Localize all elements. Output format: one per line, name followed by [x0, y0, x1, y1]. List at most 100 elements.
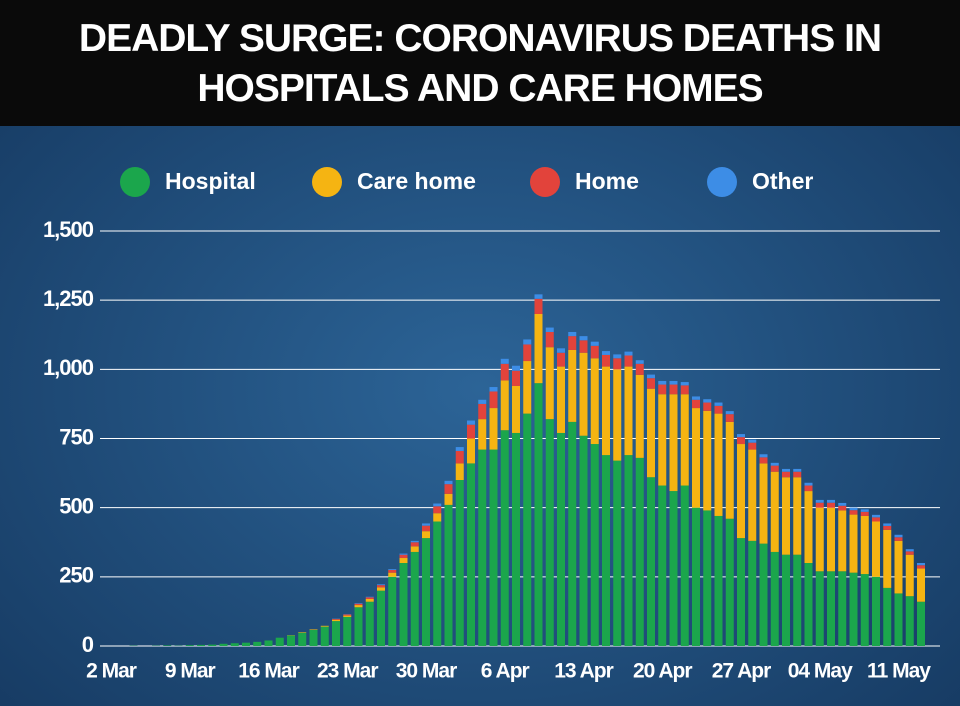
bar-segment — [365, 601, 374, 646]
bar-segment — [602, 366, 610, 456]
bar-segment — [489, 387, 498, 392]
bar-segment — [377, 584, 385, 586]
bar-segment — [275, 637, 284, 646]
bar-segment — [500, 430, 509, 646]
bar-segment — [455, 463, 464, 480]
bar-segment — [905, 551, 914, 555]
bar-segment — [838, 502, 847, 506]
bar-segment — [804, 491, 813, 563]
bar-segment — [545, 331, 554, 348]
bar-segment — [377, 590, 385, 646]
bar-segment — [388, 576, 397, 646]
bar-segment — [849, 514, 858, 573]
bar-segment — [410, 551, 419, 646]
bar-segment — [388, 569, 397, 570]
bar-segment — [298, 632, 307, 633]
legend-swatch — [312, 167, 342, 197]
bar-segment — [725, 411, 734, 415]
bar-segment — [827, 502, 835, 508]
bar-segment — [860, 574, 869, 646]
bar-segment — [455, 450, 464, 464]
bar-segment — [894, 593, 903, 646]
bar-segment — [298, 632, 307, 646]
bar-segment — [467, 438, 475, 464]
bar-segment — [343, 616, 352, 646]
bar-segment — [433, 503, 442, 507]
bar-segment — [433, 506, 442, 514]
bar-segment — [557, 366, 565, 433]
bar-segment — [860, 509, 869, 512]
bar-segment — [197, 644, 205, 646]
bar-segment — [523, 344, 532, 362]
bar-segment — [422, 523, 430, 526]
bar-segment — [849, 507, 858, 511]
bar-segment — [917, 601, 925, 646]
legend-swatch — [120, 167, 150, 197]
bar-segment — [613, 369, 622, 461]
bar-segment — [354, 603, 363, 606]
bar-segment — [242, 642, 250, 646]
bar-segment — [658, 394, 667, 486]
bar-segment — [827, 499, 835, 503]
bar-segment — [320, 625, 329, 627]
y-tick-label: 0 — [82, 632, 94, 657]
bar-segment — [489, 391, 498, 409]
bar-segment — [500, 358, 509, 364]
bar-segment — [917, 563, 925, 566]
bar-segment — [669, 394, 678, 492]
bar-segment — [860, 511, 869, 516]
bar-segment — [737, 538, 745, 646]
bar-segment — [343, 615, 352, 617]
x-tick-label: 30 Mar — [396, 660, 457, 683]
bar-segment — [512, 432, 520, 646]
bar-segment — [545, 419, 554, 646]
bar-segment — [883, 525, 892, 530]
bar-segment — [635, 363, 644, 375]
bar-segment — [759, 463, 768, 544]
bar-segment — [737, 437, 745, 445]
bar-segment — [422, 531, 430, 539]
chart-title: DEADLY SURGE: CORONAVIRUS DEATHS IN HOSP… — [78, 17, 882, 110]
bar-segment — [455, 480, 464, 646]
bar-segment — [410, 542, 419, 547]
bar-segment — [849, 510, 858, 515]
bar-segment — [838, 571, 847, 646]
bar-segment — [478, 403, 487, 420]
bar-segment — [703, 399, 712, 403]
bar-segment — [512, 385, 520, 433]
bar-segment — [590, 341, 599, 346]
bar-segment — [568, 349, 577, 422]
bar-segment — [602, 354, 610, 367]
bar-segment — [455, 447, 464, 451]
legend-label: Hospital — [165, 168, 256, 194]
bar-segment — [377, 587, 385, 591]
legend-swatch — [707, 167, 737, 197]
bar-segment — [635, 360, 644, 364]
x-tick-label: 2 Mar — [86, 660, 137, 683]
bar-segment — [748, 540, 757, 646]
bar-segment — [669, 491, 678, 646]
bar-segment — [590, 444, 599, 646]
bar-segment — [624, 455, 633, 646]
bar-segment — [354, 605, 363, 608]
bar-segment — [512, 370, 520, 386]
bar-segment — [185, 645, 194, 646]
bar-segment — [264, 640, 273, 646]
bar-segment — [332, 621, 340, 646]
bar-segment — [905, 554, 914, 597]
bar-segment — [602, 351, 610, 355]
bar-segment — [894, 534, 903, 538]
bar-segment — [500, 380, 509, 431]
bar-segment — [782, 554, 790, 646]
bar-segment — [478, 449, 487, 646]
bar-segment — [568, 336, 577, 350]
bar-segment — [748, 449, 757, 541]
bar-segment — [680, 485, 689, 646]
x-tick-label: 27 Apr — [712, 660, 771, 683]
bar-segment — [725, 421, 734, 519]
bar-segment — [647, 388, 655, 478]
bar-segment — [557, 348, 565, 353]
bar-segment — [703, 402, 712, 411]
bar-segment — [613, 354, 622, 359]
bar-segment — [905, 549, 914, 552]
